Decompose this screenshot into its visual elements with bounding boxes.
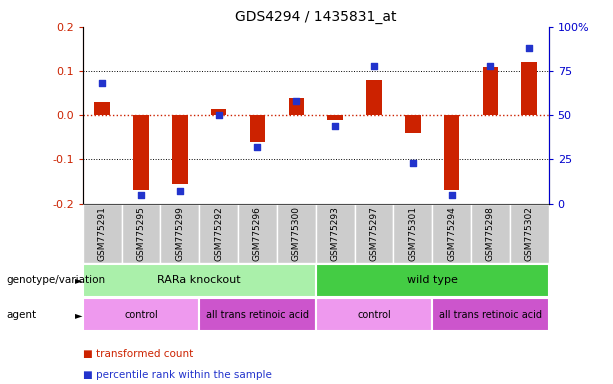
Text: all trans retinoic acid: all trans retinoic acid (206, 310, 309, 320)
Bar (471, 204, 510, 263)
Text: all trans retinoic acid: all trans retinoic acid (439, 310, 542, 320)
Text: GSM775292: GSM775292 (214, 207, 223, 261)
Point (214, 112, 224, 118)
Bar (394, 204, 432, 263)
Text: RARa knockout: RARa knockout (158, 275, 241, 285)
Text: GSM775295: GSM775295 (137, 207, 145, 262)
Text: genotype/variation: genotype/variation (6, 275, 105, 285)
Text: control: control (124, 310, 158, 320)
Bar (121, 204, 161, 263)
Text: control: control (357, 310, 391, 320)
Text: GSM775300: GSM775300 (292, 207, 301, 262)
Bar (199, 204, 238, 263)
Bar (432, 204, 471, 263)
Point (291, 98, 301, 104)
Bar (510, 204, 549, 263)
Text: ■ percentile rank within the sample: ■ percentile rank within the sample (83, 370, 272, 380)
Bar (238, 204, 277, 263)
Bar (249, 115, 265, 142)
Bar (316, 264, 549, 297)
Text: GSM775298: GSM775298 (486, 207, 495, 262)
Text: GSM775291: GSM775291 (97, 207, 107, 262)
Point (97, 80, 107, 86)
Point (330, 123, 340, 129)
Bar (366, 80, 382, 115)
Text: GSM775301: GSM775301 (408, 207, 417, 262)
Bar (83, 264, 316, 297)
Text: ►: ► (75, 275, 82, 285)
Text: GSM775294: GSM775294 (447, 207, 456, 261)
Bar (172, 115, 188, 184)
Bar (83, 204, 121, 263)
Point (369, 63, 379, 69)
Bar (432, 298, 549, 331)
Text: GSM775296: GSM775296 (253, 207, 262, 262)
Text: ►: ► (75, 310, 82, 320)
Text: GSM775302: GSM775302 (525, 207, 534, 262)
Bar (133, 115, 149, 190)
Bar (211, 109, 226, 115)
Bar (482, 67, 498, 115)
Bar (277, 204, 316, 263)
Point (485, 63, 495, 69)
Text: agent: agent (6, 310, 36, 320)
Bar (327, 115, 343, 120)
Bar (83, 298, 199, 331)
Text: ■ transformed count: ■ transformed count (83, 349, 193, 359)
Bar (405, 115, 421, 133)
Point (175, 188, 185, 194)
Text: GSM775293: GSM775293 (330, 207, 340, 262)
Point (136, 192, 146, 198)
Bar (522, 62, 537, 115)
Bar (94, 102, 110, 115)
Bar (316, 204, 354, 263)
Bar (289, 98, 304, 115)
Bar (444, 115, 459, 190)
Point (253, 144, 262, 150)
Bar (161, 204, 199, 263)
Title: GDS4294 / 1435831_at: GDS4294 / 1435831_at (235, 10, 397, 25)
Bar (199, 298, 316, 331)
Text: GSM775299: GSM775299 (175, 207, 185, 262)
Point (447, 192, 457, 198)
Point (524, 45, 534, 51)
Point (408, 160, 417, 166)
Bar (316, 298, 432, 331)
Text: GSM775297: GSM775297 (370, 207, 378, 262)
Bar (354, 204, 394, 263)
Text: wild type: wild type (407, 275, 457, 285)
